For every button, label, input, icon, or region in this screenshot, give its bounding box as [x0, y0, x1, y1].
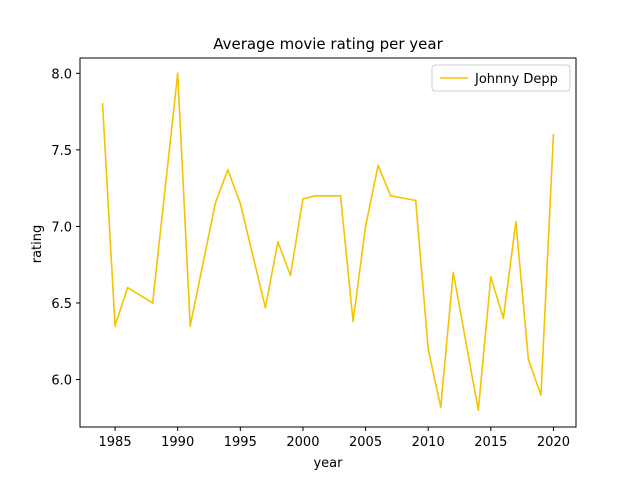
data-point [101, 103, 104, 105]
x-tick-label: 2005 [349, 435, 382, 450]
plot-area: 1985 1990 1995 2000 2005 2010 2015 2020 6.0 6.5 7.… [51, 57, 577, 450]
axes-frame [79, 57, 577, 428]
y-tick-label: 7.0 [51, 220, 72, 235]
x-tick-label: 1985 [99, 435, 132, 450]
chart-title: Average movie rating per year [213, 35, 443, 53]
data-point [452, 271, 455, 274]
x-tick-label: 2000 [286, 435, 319, 450]
data-point [314, 194, 317, 197]
y-tick-label: 6.0 [51, 374, 72, 389]
data-point [489, 276, 492, 278]
data-point [151, 302, 154, 304]
data-point [176, 72, 179, 75]
data-point [327, 194, 329, 197]
data-point [364, 225, 367, 228]
x-tick-label: 1995 [224, 435, 257, 450]
data-point [264, 306, 267, 309]
data-point [477, 409, 480, 412]
data-point [439, 406, 442, 408]
y-tick-label: 7.5 [51, 144, 72, 159]
y-tick-label: 8.0 [51, 67, 72, 82]
y-tick-label: 6.5 [51, 297, 72, 312]
x-tick-label: 2020 [537, 435, 570, 450]
data-point [239, 202, 242, 205]
x-axis-label: year [313, 456, 343, 471]
data-point [276, 240, 279, 243]
y-axis-label: rating [30, 225, 45, 264]
data-point [552, 133, 555, 136]
x-tick-label: 2015 [474, 435, 507, 450]
data-point [377, 164, 380, 167]
data-point [514, 220, 517, 223]
data-point [352, 320, 354, 323]
data-point [540, 393, 542, 396]
legend: Johnny Depp [431, 64, 571, 92]
data-point [527, 358, 530, 361]
data-point [414, 199, 417, 202]
data-point [126, 286, 129, 289]
data-point [502, 317, 505, 320]
data-point [114, 325, 116, 327]
data-point [427, 348, 430, 350]
data-point [339, 194, 342, 197]
data-point [289, 274, 292, 277]
data-point [214, 202, 217, 205]
x-tick-label: 2010 [412, 435, 445, 450]
x-tick-label: 1990 [161, 435, 194, 450]
data-point [226, 168, 229, 171]
legend-label: Johnny Depp [474, 72, 558, 87]
data-point [302, 197, 304, 200]
data-point [189, 325, 192, 327]
legend-box [431, 64, 571, 92]
data-point [389, 194, 392, 197]
